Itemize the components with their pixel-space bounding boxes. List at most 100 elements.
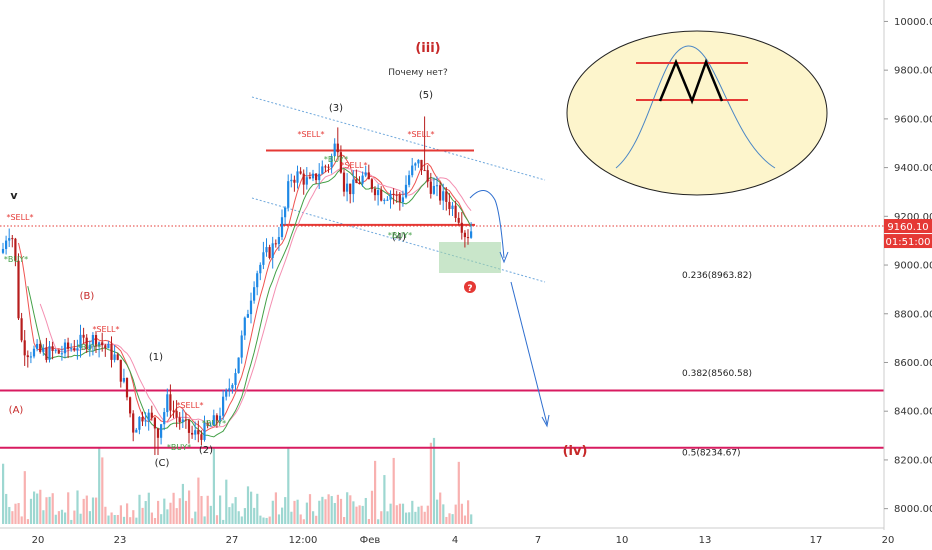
sell-signal-label: *SELL*	[176, 401, 203, 410]
candle-body	[358, 182, 361, 184]
candle-body	[197, 430, 200, 435]
candle-body	[280, 217, 284, 238]
volume-bar	[51, 493, 54, 524]
wave-label: (1)	[149, 352, 163, 363]
volume-bar	[126, 503, 129, 524]
candle-body	[67, 342, 70, 349]
volume-bar	[315, 515, 318, 524]
candle-body	[364, 172, 367, 176]
price-tick-label: 10000.00	[894, 17, 932, 28]
current-price-value: 9160.10	[887, 222, 928, 233]
volume-bar	[262, 517, 265, 524]
candle-body	[445, 191, 448, 202]
volume-bar	[26, 519, 29, 524]
volume-bar	[73, 510, 76, 524]
volume-bar	[467, 500, 470, 524]
candle-body	[324, 166, 327, 168]
candle-body	[76, 348, 79, 351]
volume-bar	[246, 486, 250, 524]
volume-bar	[23, 471, 26, 524]
volume-bar	[318, 500, 321, 524]
double-top-inset	[566, 30, 828, 196]
candle-body	[404, 184, 408, 198]
fib-level-label: 0.5(8234.67)	[682, 448, 741, 458]
volume-bar	[457, 461, 460, 524]
volume-bar	[60, 509, 64, 524]
candle-body	[60, 353, 63, 355]
candle-body	[225, 390, 228, 397]
wave-label: v	[10, 189, 18, 202]
candle-body	[160, 424, 163, 438]
volume-bar	[352, 501, 355, 524]
volume-bar	[305, 502, 308, 524]
candle-body	[457, 217, 460, 223]
volume-bar	[411, 500, 414, 524]
volume-bar	[432, 437, 436, 524]
volume-bar	[439, 492, 442, 524]
candle-body	[73, 348, 76, 351]
volume-bar	[293, 500, 296, 524]
candle-body	[432, 185, 435, 194]
volume-bar	[234, 497, 237, 524]
candle-body	[271, 243, 274, 258]
candle-body	[389, 193, 392, 200]
candle-body	[311, 173, 315, 179]
projection-arrow-long	[541, 414, 550, 428]
volume-bar	[163, 498, 166, 524]
candle-body	[129, 397, 132, 414]
volume-bar	[169, 502, 172, 524]
volume-bar	[215, 515, 219, 524]
volume-bar	[271, 500, 274, 524]
candle-body	[302, 173, 305, 185]
candle-body	[274, 243, 277, 245]
buy-signal-label: *BUY*	[388, 231, 412, 240]
volume-bar	[302, 519, 305, 524]
candle-body	[181, 419, 184, 423]
candle-body	[169, 394, 172, 411]
candle-body	[228, 388, 231, 391]
candle-body	[429, 181, 432, 194]
price-tick-label: 9000.00	[894, 261, 932, 272]
candle-body	[51, 346, 54, 351]
time-tick-label: 13	[699, 535, 712, 546]
volume-bar	[20, 516, 23, 524]
volume-bar	[101, 457, 104, 524]
volume-bar	[29, 498, 33, 524]
candle-body	[259, 264, 262, 274]
volume-bar	[405, 512, 408, 524]
price-axis: 10000.00 9800.00 9600.00 9400.00 9200.00 9000…	[883, 0, 932, 530]
volume-bar	[287, 448, 290, 524]
volume-bar	[2, 463, 5, 524]
volume-bar	[358, 505, 361, 524]
time-tick-label: 7	[535, 535, 541, 546]
volume-bar	[401, 503, 405, 524]
candle-body	[1, 248, 5, 253]
wave-label: (4)	[392, 232, 406, 243]
candle-body	[386, 199, 389, 201]
wave-label: (iii)	[415, 41, 440, 56]
wave-label: (iv)	[563, 444, 588, 459]
buy-signal-label: *BUY*	[77, 343, 101, 352]
candle-body	[417, 159, 420, 164]
volume-bar	[290, 511, 293, 524]
candle-body	[36, 343, 39, 349]
price-tick-label: 9400.00	[894, 163, 932, 174]
candle-body	[187, 419, 191, 433]
volume-bar	[91, 497, 95, 524]
volume-bar	[5, 493, 8, 524]
candle-body	[277, 237, 280, 245]
buy-signal-label: *BUY*	[4, 255, 28, 264]
candle-body	[63, 342, 67, 354]
candle-body	[336, 143, 339, 153]
candle-body	[11, 238, 14, 240]
volume-bar	[191, 518, 194, 524]
candle-body	[153, 417, 156, 429]
volume-bar	[209, 505, 212, 524]
wave-label: (C)	[155, 458, 170, 469]
projection-path-short	[469, 190, 505, 259]
volume-bar	[39, 489, 42, 524]
volume-bar	[312, 511, 315, 524]
candle-body	[14, 238, 17, 261]
time-tick-label: 4	[452, 535, 458, 546]
